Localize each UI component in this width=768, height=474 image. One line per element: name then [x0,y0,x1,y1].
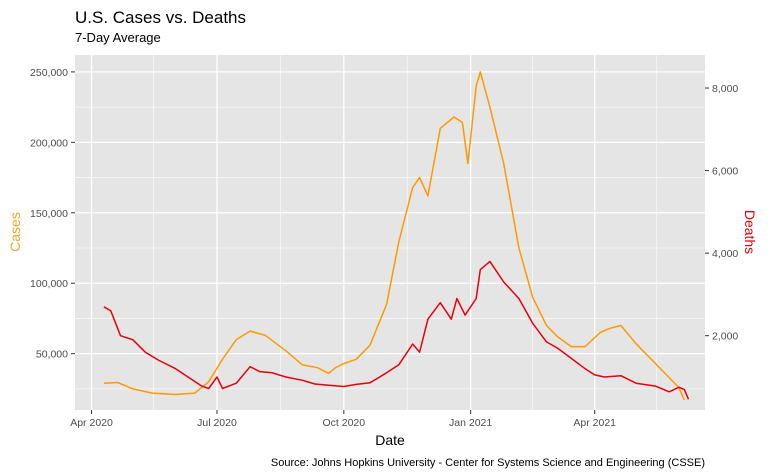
right-y-axis: 2,000 4,000 6,000 8,000 [705,83,738,343]
y-right-tick-label: 6,000 [712,166,738,178]
y-left-tick-label: 200,000 [30,137,68,149]
series-layer [103,71,690,401]
x-axis-title: Date [375,432,405,448]
x-tick-label: Jan 2021 [449,417,492,429]
cases-line [103,71,685,401]
chart-title: U.S. Cases vs. Deaths [75,8,246,27]
y-right-tick-label: 4,000 [712,248,738,260]
y-left-tick-label: 50,000 [36,349,68,361]
right-axis-title: Deaths [742,210,758,254]
source-caption: Source: Johns Hopkins University - Cente… [271,457,705,469]
deaths-line [103,260,690,400]
x-axis: Apr 2020 Jul 2020 Oct 2020 Jan 2021 Apr 2021 [70,410,616,429]
y-left-tick-label: 150,000 [30,208,68,220]
plot-panel [75,55,705,410]
chart-subtitle: 7-Day Average [75,30,161,45]
x-tick-label: Oct 2020 [323,417,366,429]
grid-lines [75,55,705,410]
y-right-tick-label: 2,000 [712,331,738,343]
y-left-tick-label: 100,000 [30,278,68,290]
left-y-axis: 50,000 100,000 150,000 200,000 250,000 [30,67,75,361]
x-tick-label: Apr 2021 [573,417,616,429]
y-right-tick-label: 8,000 [712,83,738,95]
x-tick-label: Jul 2020 [197,417,237,429]
y-left-tick-label: 250,000 [30,67,68,79]
x-tick-label: Apr 2020 [70,417,113,429]
left-axis-title: Cases [7,212,23,252]
